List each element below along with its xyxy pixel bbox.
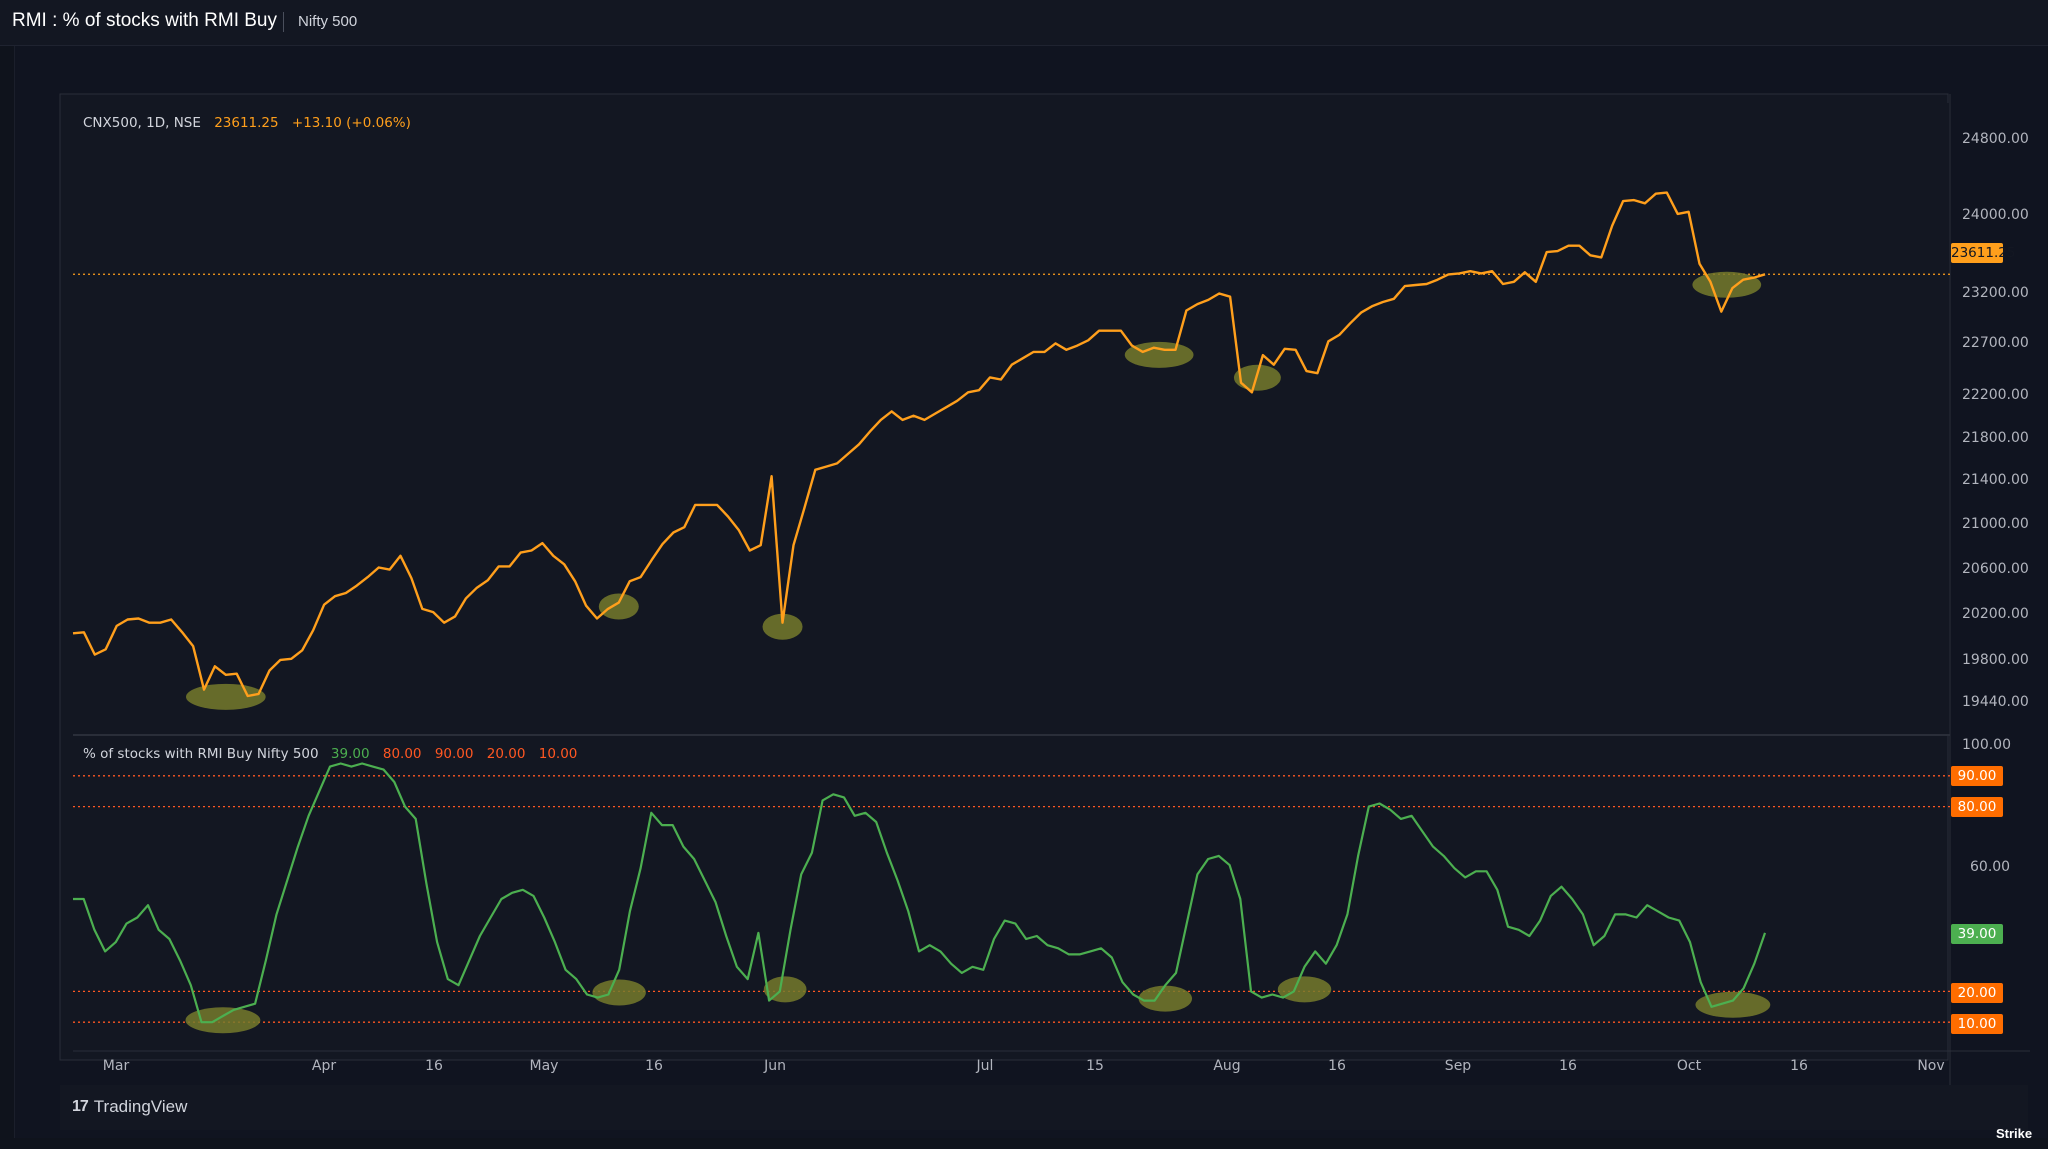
price-axis-tick: 22700.00 [1962, 335, 2029, 351]
x-axis-tick: Nov [1917, 1058, 1945, 1074]
indicator-low-highlight [1138, 985, 1193, 1012]
x-axis-tick: 15 [1086, 1058, 1104, 1074]
x-axis-tick: 16 [1328, 1058, 1346, 1074]
x-axis-tick: Oct [1676, 1058, 1702, 1074]
price-axis-tick: 24000.00 [1962, 207, 2029, 223]
indicator-legend: % of stocks with RMI Buy Nifty 500 39.00… [83, 746, 586, 762]
indicator-legend-level-90: 90.00 [434, 746, 474, 762]
x-axis-tick: Apr [311, 1058, 337, 1074]
level-80-badge: 80.00 [1951, 797, 2003, 817]
indicator-legend-level-10: 10.00 [538, 746, 578, 762]
price-pane [73, 103, 1949, 735]
price-low-highlight [1692, 271, 1762, 298]
x-axis-tick: Sep [1444, 1058, 1472, 1074]
indicator-series-line [73, 762, 1767, 1024]
price-axis-tick: 20200.00 [1962, 606, 2029, 622]
price-low-highlight [598, 593, 639, 620]
level-90-badge: 90.00 [1951, 766, 2003, 786]
price-legend-last: 23611.25 [214, 115, 279, 131]
price-low-highlight [762, 613, 803, 640]
price-series-line [72, 191, 1766, 698]
price-axis-tick: 19440.00 [1962, 694, 2029, 710]
price-axis-tick: 21000.00 [1962, 516, 2029, 532]
price-axis-tick: 24800.00 [1962, 131, 2029, 147]
x-axis-tick: Jun [764, 1058, 786, 1074]
price-legend-symbol: CNX500, 1D, NSE [83, 115, 201, 131]
indicator-low-highlight [1695, 991, 1771, 1018]
x-axis-tick: 16 [1790, 1058, 1808, 1074]
tradingview-label: TradingView [93, 1097, 188, 1116]
indicator-last-badge: 39.00 [1951, 924, 2003, 944]
indicator-legend-level-80: 80.00 [382, 746, 422, 762]
corner-watermark: Strike [1996, 1126, 2033, 1141]
indicator-legend-value: 39.00 [330, 746, 370, 762]
price-axis-tick: 20600.00 [1962, 561, 2029, 577]
price-low-highlight [185, 683, 266, 710]
price-axis-tick: 21800.00 [1962, 430, 2029, 446]
x-axis-tick: 16 [1559, 1058, 1577, 1074]
app-subtitle: Nifty 500 [298, 13, 358, 30]
indicator-low-highlight [1277, 976, 1332, 1003]
price-axis-tick: 22200.00 [1962, 387, 2029, 403]
price-low-highlight [1124, 341, 1194, 368]
footer-bar [60, 1085, 2028, 1130]
x-axis-tick: 16 [645, 1058, 663, 1074]
x-axis-tick: Mar [102, 1058, 130, 1074]
tradingview-logo-icon: 17 [72, 1098, 89, 1115]
x-axis-tick: Jul [976, 1058, 994, 1074]
indicator-low-highlight [592, 979, 646, 1006]
tradingview-branding[interactable]: 17 TradingView [72, 1097, 187, 1117]
indicator-legend-level-20: 20.00 [486, 746, 526, 762]
indicator-axis-tick: 60.00 [1970, 859, 2011, 875]
title-divider [283, 12, 284, 32]
price-axis-tick: 23200.00 [1962, 285, 2029, 301]
x-axis-tick: 16 [425, 1058, 443, 1074]
x-axis-tick: May [529, 1058, 559, 1074]
level-10-badge: 10.00 [1951, 1014, 2003, 1034]
price-axis-tick: 21400.00 [1962, 472, 2029, 488]
price-last-badge: 23611.25 [1951, 243, 2016, 263]
price-axis-tick: 19800.00 [1962, 652, 2029, 668]
title-bar: RMI : % of stocks with RMI Buy Nifty 500 [0, 0, 2048, 46]
indicator-legend-name: % of stocks with RMI Buy Nifty 500 [83, 746, 319, 762]
price-legend-change: +13.10 (+0.06%) [291, 115, 411, 131]
x-axis-tick: Aug [1213, 1058, 1241, 1074]
level-20-badge: 20.00 [1951, 983, 2003, 1003]
indicator-axis-tick: 100.00 [1962, 737, 2011, 753]
indicator-low-highlight [185, 1007, 261, 1034]
price-legend: CNX500, 1D, NSE 23611.25 +13.10 (+0.06%) [83, 115, 420, 131]
app-title: RMI : % of stocks with RMI Buy [12, 10, 277, 31]
